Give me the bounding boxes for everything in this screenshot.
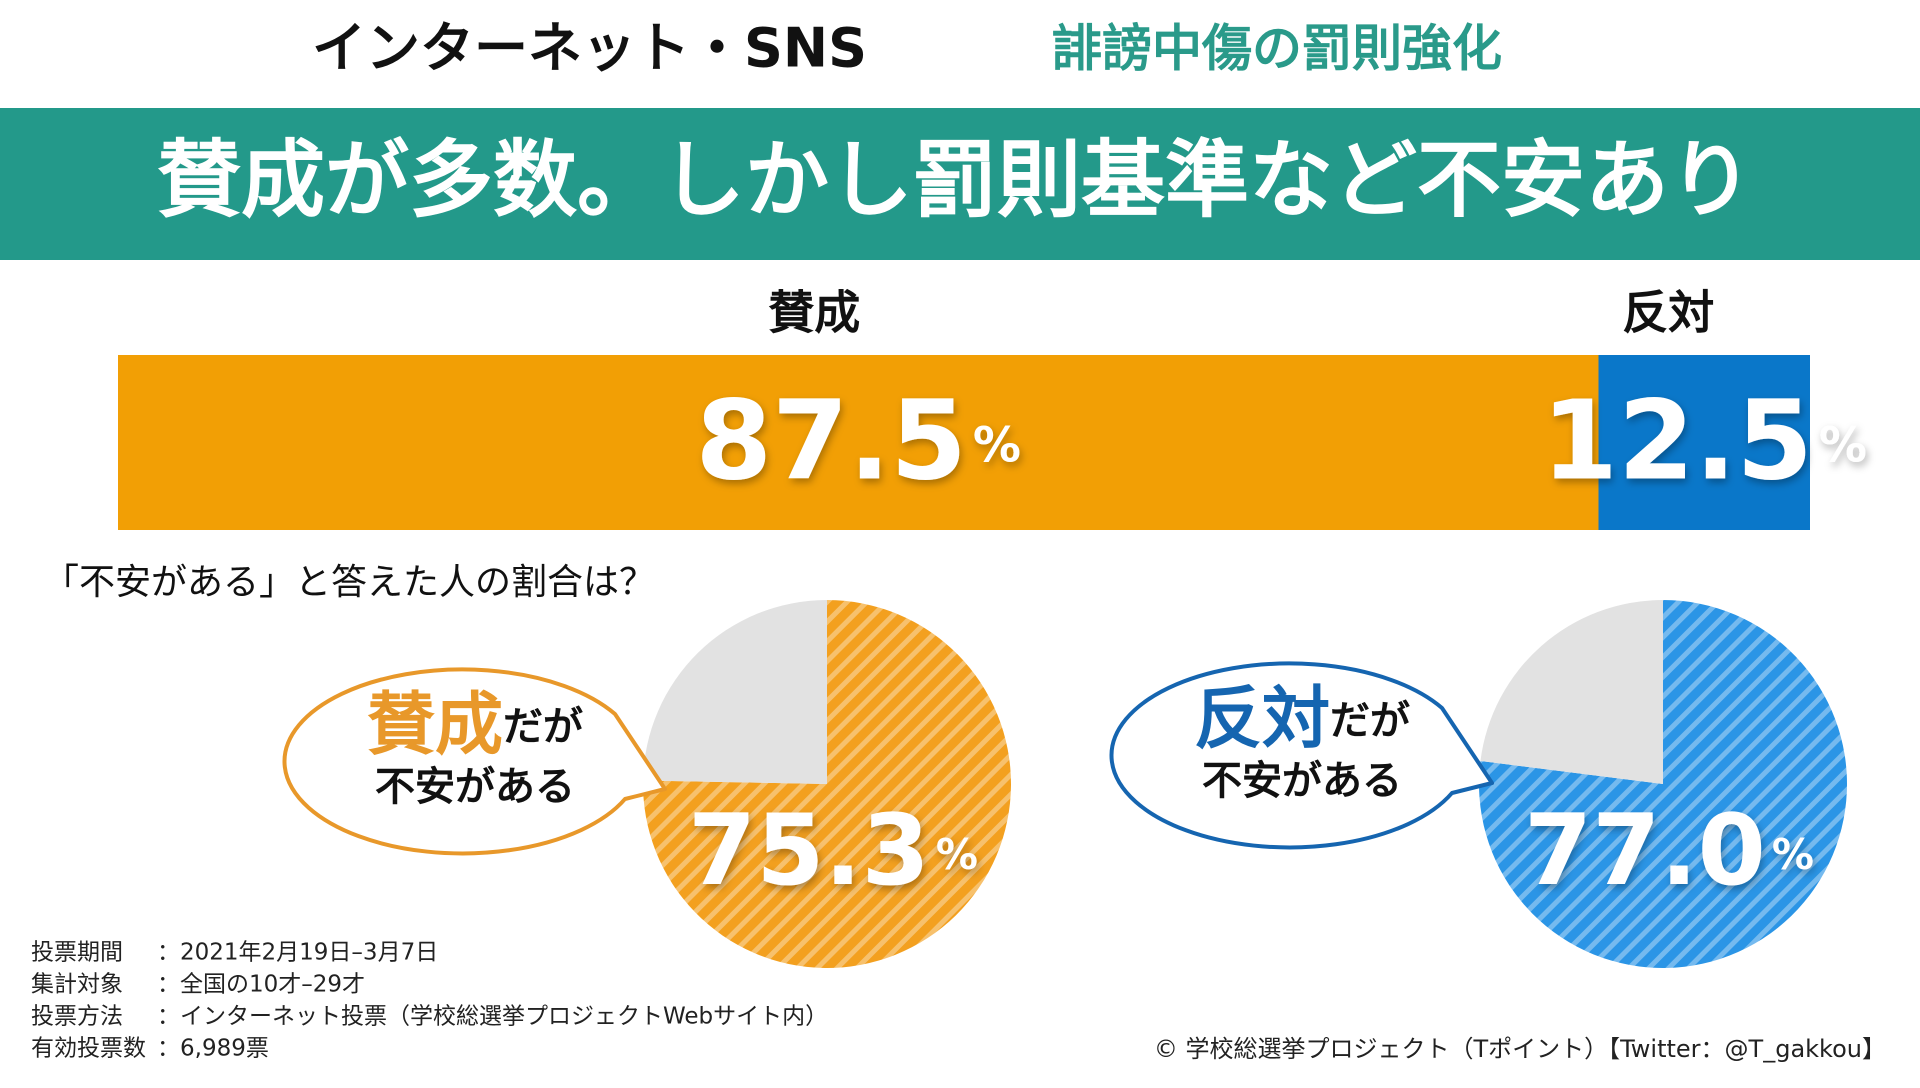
note-label: 投票方法 xyxy=(31,1004,123,1030)
value-label: 77.0% xyxy=(1524,794,1814,908)
callout-emphasis: 反対 xyxy=(1194,680,1330,759)
question: 「不安がある」と答えた人の割合は？ xyxy=(43,562,655,603)
value-number: 12.5 xyxy=(1542,377,1813,505)
pie-slice xyxy=(1480,600,1663,784)
note-label: 投票期間 xyxy=(31,940,123,966)
headline-band xyxy=(0,108,1920,260)
value-unit: % xyxy=(973,418,1021,474)
pie-slice xyxy=(643,600,827,784)
value-label: 87.5% xyxy=(696,377,1022,505)
value-number: 87.5 xyxy=(696,377,967,505)
bar-segment xyxy=(1598,355,1810,530)
value-label: 12.5% xyxy=(1542,377,1868,505)
value-unit: % xyxy=(1772,830,1814,879)
category-label: 反対 xyxy=(1622,286,1714,340)
callout-bubble xyxy=(1109,661,1494,850)
category-label: 賛成 xyxy=(768,286,860,340)
callout-bubble xyxy=(282,667,667,856)
note-label: 集計対象 xyxy=(31,972,123,998)
value-number: 75.3 xyxy=(688,794,930,908)
note-label: 有効投票数 xyxy=(31,1036,146,1062)
callout-line1: 反対だが xyxy=(1194,680,1410,759)
value-unit: % xyxy=(936,830,978,879)
note-value: ：インターネット投票（学校総選挙プロジェクトWebサイト内） xyxy=(157,1004,828,1030)
copyright: © 学校総選挙プロジェクト（Tポイント）【Twitter：@T_gakkou】 xyxy=(1154,1035,1886,1063)
callout-rest: だが xyxy=(1330,698,1410,744)
value-label: 75.3% xyxy=(688,794,978,908)
callout-line1: 賛成だが xyxy=(367,686,583,765)
title: インターネット・SNS xyxy=(312,17,867,80)
subtitle: 誹謗中傷の罰則強化 xyxy=(1052,20,1502,78)
value-unit: % xyxy=(1819,418,1867,474)
note-value: ：全国の10才–29才 xyxy=(157,972,365,998)
note-value: ：6,989票 xyxy=(157,1036,269,1062)
callout-line2: 不安がある xyxy=(1202,758,1402,804)
callout-emphasis: 賛成 xyxy=(367,686,503,765)
bar-segment xyxy=(118,355,1599,530)
headline: 賛成が多数。しかし罰則基準など不安あり xyxy=(157,131,1753,229)
value-number: 77.0 xyxy=(1524,794,1766,908)
callout-line2: 不安がある xyxy=(375,764,575,810)
callout-rest: だが xyxy=(503,704,583,750)
note-value: ：2021年2月19日–3月7日 xyxy=(157,940,438,966)
